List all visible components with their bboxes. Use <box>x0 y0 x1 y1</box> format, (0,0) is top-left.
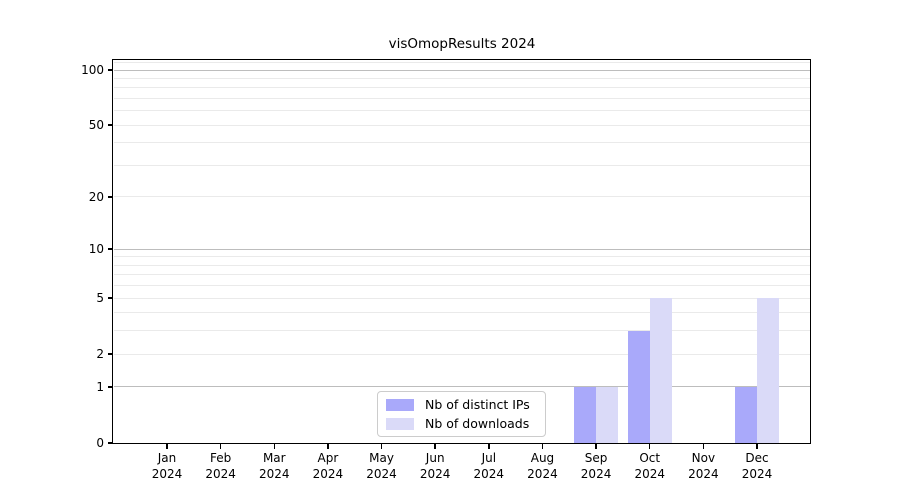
legend-item-downloads: Nb of downloads <box>386 415 545 431</box>
x-tick-label-mar: Mar 2024 <box>258 451 290 481</box>
y-tick-0 <box>108 442 113 444</box>
legend-item-distinct-ips: Nb of distinct IPs <box>386 396 545 412</box>
bar-distinct-ips-dec <box>735 386 757 443</box>
x-tick-nov <box>702 444 705 449</box>
gridline-minor-60 <box>114 110 810 112</box>
y-tick-label-10: 10 <box>88 242 104 257</box>
chart-title: visOmopResults 2024 <box>388 36 536 52</box>
gridline-minor-5 <box>114 297 810 299</box>
x-tick-apr <box>327 444 329 449</box>
x-tick-label-apr: Apr 2024 <box>312 451 344 481</box>
gridline-minor-110 <box>114 61 810 63</box>
x-tick-jun <box>434 444 436 449</box>
gridline-minor-8 <box>114 264 810 266</box>
legend-swatch-distinct-ips <box>386 398 414 411</box>
y-tick-label-1: 1 <box>96 379 104 394</box>
x-tick-dec <box>756 444 758 449</box>
x-tick-label-jul: Jul 2024 <box>473 451 505 481</box>
y-tick-label-5: 5 <box>96 291 104 306</box>
y-tick-label-0: 0 <box>96 436 104 450</box>
bar-distinct-ips-oct <box>627 330 650 443</box>
y-tick-label-2: 2 <box>96 347 104 362</box>
x-tick-aug <box>541 444 544 449</box>
x-tick-label-jun: Jun 2024 <box>419 451 451 481</box>
x-tick-label-dec: Dec 2024 <box>741 451 773 481</box>
gridline-minor-4 <box>114 312 810 314</box>
gridline-minor-9 <box>114 256 810 258</box>
legend-label-distinct-ips: Nb of distinct IPs <box>425 396 530 412</box>
x-tick-sep <box>595 444 597 449</box>
x-tick-label-feb: Feb 2024 <box>205 451 236 481</box>
gridline-minor-3 <box>114 330 810 332</box>
y-tick-5 <box>108 297 113 299</box>
x-tick-label-may: May 2024 <box>366 451 397 481</box>
y-tick-1 <box>108 386 113 388</box>
y-tick-100 <box>108 69 113 71</box>
y-tick-10 <box>108 248 113 250</box>
gridline-minor-40 <box>114 142 810 144</box>
x-tick-mar <box>273 444 276 449</box>
y-tick-2 <box>108 353 113 355</box>
bar-distinct-ips-sep <box>574 386 597 443</box>
x-tick-label-jan: Jan 2024 <box>151 451 183 481</box>
gridline-minor-80 <box>114 87 810 89</box>
y-tick-50 <box>108 124 113 126</box>
gridline-minor-20 <box>114 196 810 198</box>
y-tick-label-100: 100 <box>81 63 104 77</box>
gridline-major-100 <box>114 69 810 71</box>
bar-downloads-oct <box>649 298 672 443</box>
gridline-major-1 <box>114 386 810 388</box>
y-tick-label-50: 50 <box>88 118 104 133</box>
legend: Nb of distinct IPs Nb of downloads <box>377 391 546 437</box>
x-tick-feb <box>219 444 222 449</box>
legend-label-downloads: Nb of downloads <box>425 415 530 431</box>
bar-downloads-sep <box>596 386 619 443</box>
gridline-minor-50 <box>114 124 810 126</box>
x-tick-may <box>380 444 383 449</box>
gridline-minor-70 <box>114 97 810 99</box>
x-tick-label-aug: Aug 2024 <box>527 451 558 481</box>
x-tick-oct <box>648 444 651 449</box>
x-tick-label-nov: Nov 2024 <box>688 451 719 481</box>
y-tick-label-20: 20 <box>88 189 104 204</box>
gridline-minor-6 <box>114 285 810 287</box>
x-tick-jan <box>166 444 168 449</box>
x-tick-jul <box>488 444 490 449</box>
gridline-minor-2 <box>114 353 810 355</box>
gridline-minor-7 <box>114 274 810 276</box>
gridline-minor-30 <box>114 164 810 166</box>
bar-downloads-dec <box>757 298 779 443</box>
gridline-minor-90 <box>114 77 810 79</box>
x-tick-label-oct: Oct 2024 <box>634 451 665 481</box>
x-tick-label-sep: Sep 2024 <box>580 451 612 481</box>
legend-swatch-downloads <box>386 417 414 430</box>
gridline-major-10 <box>114 248 810 250</box>
y-tick-20 <box>108 196 113 198</box>
